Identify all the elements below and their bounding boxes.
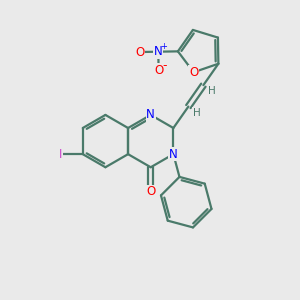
Text: O: O — [154, 64, 163, 76]
Text: -: - — [162, 59, 167, 72]
Text: N: N — [154, 45, 163, 58]
Text: +: + — [160, 42, 167, 51]
Text: O: O — [135, 46, 145, 59]
Text: I: I — [59, 148, 62, 161]
Text: H: H — [193, 107, 201, 118]
Text: N: N — [169, 148, 178, 161]
Text: O: O — [146, 185, 155, 198]
Text: O: O — [189, 66, 198, 79]
Text: N: N — [146, 108, 155, 122]
Text: H: H — [208, 86, 216, 96]
